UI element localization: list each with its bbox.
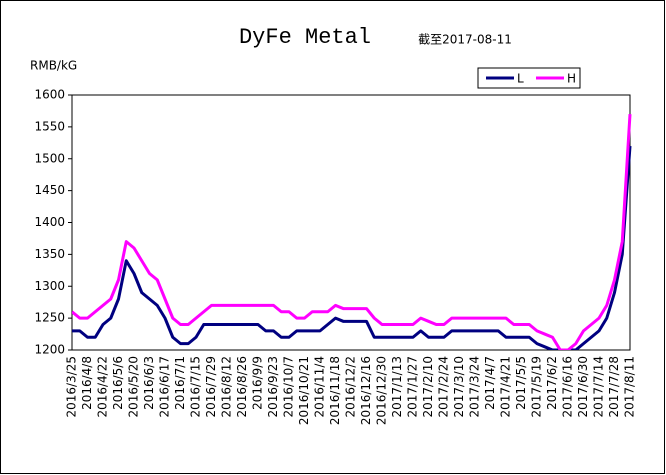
y-tick-label: 1450: [34, 183, 65, 197]
legend-label: H: [567, 72, 576, 86]
x-tick-label: 2016/10/7: [282, 356, 296, 418]
y-tick-label: 1550: [34, 119, 65, 133]
x-tick-label: 2016/7/1: [173, 356, 187, 410]
x-tick-label: 2017/2/10: [421, 356, 435, 418]
x-tick-label: 2016/8/26: [235, 356, 249, 418]
x-tick-label: 2017/3/24: [468, 356, 482, 418]
x-tick-label: 2016/8/12: [220, 356, 234, 418]
y-tick-label: 1400: [34, 215, 65, 229]
line-series: [72, 145, 632, 350]
x-tick-label: 2017/5/5: [514, 356, 528, 410]
y-axis-label: RMB/kG: [30, 59, 77, 73]
x-tick-label: 2017/5/19: [530, 356, 544, 418]
y-tick-label: 1600: [34, 88, 65, 102]
x-tick-label: 2017/2/24: [437, 356, 451, 418]
x-tick-label: 2016/12/16: [359, 356, 373, 425]
x-tick-label: 2016/11/4: [313, 356, 327, 418]
x-tick-label: 2016/12/2: [344, 356, 358, 418]
x-tick-label: 2017/7/14: [592, 356, 606, 418]
chart-title: DyFe Metal: [239, 25, 371, 50]
x-tick-label: 2017/7/28: [607, 356, 621, 418]
y-tick-label: 1500: [34, 151, 65, 165]
x-tick-label: 2016/7/15: [189, 356, 203, 418]
x-tick-label: 2016/12/30: [375, 356, 389, 425]
y-tick-label: 1350: [34, 247, 65, 261]
x-tick-label: 2016/6/17: [158, 356, 172, 418]
y-tick-label: 1250: [34, 311, 65, 325]
x-tick-label: 2016/4/8: [80, 356, 94, 410]
x-tick-label: 2016/6/3: [142, 356, 156, 410]
x-tick-label: 2016/7/29: [204, 356, 218, 418]
y-tick-label: 1300: [34, 279, 65, 293]
x-tick-label: 2017/4/21: [499, 356, 513, 418]
x-tick-label: 2017/1/13: [390, 356, 404, 418]
x-tick-label: 2016/4/22: [96, 356, 110, 418]
x-tick-label: 2016/3/25: [65, 356, 79, 418]
x-tick-label: 2016/5/6: [111, 356, 125, 410]
x-tick-label: 2017/8/11: [623, 356, 637, 418]
legend-box: [477, 67, 581, 89]
x-tick-label: 2016/9/23: [266, 356, 280, 418]
x-tick-label: 2017/3/10: [452, 356, 466, 418]
x-tick-label: 2017/6/30: [576, 356, 590, 418]
y-tick-label: 1200: [34, 343, 65, 357]
x-tick-label: 2016/9/9: [251, 356, 265, 410]
x-tick-label: 2017/6/2: [545, 356, 559, 410]
x-tick-label: 2016/10/21: [297, 356, 311, 425]
chart-subtitle: 截至2017-08-11: [418, 33, 512, 47]
x-tick-label: 2016/11/18: [328, 356, 342, 425]
x-tick-label: 2016/5/20: [127, 356, 141, 418]
x-tick-label: 2017/1/27: [406, 356, 420, 418]
legend-label: L: [517, 72, 524, 86]
x-tick-label: 2017/6/16: [561, 356, 575, 418]
x-tick-label: 2017/4/7: [483, 356, 497, 410]
line-series: [72, 114, 632, 350]
